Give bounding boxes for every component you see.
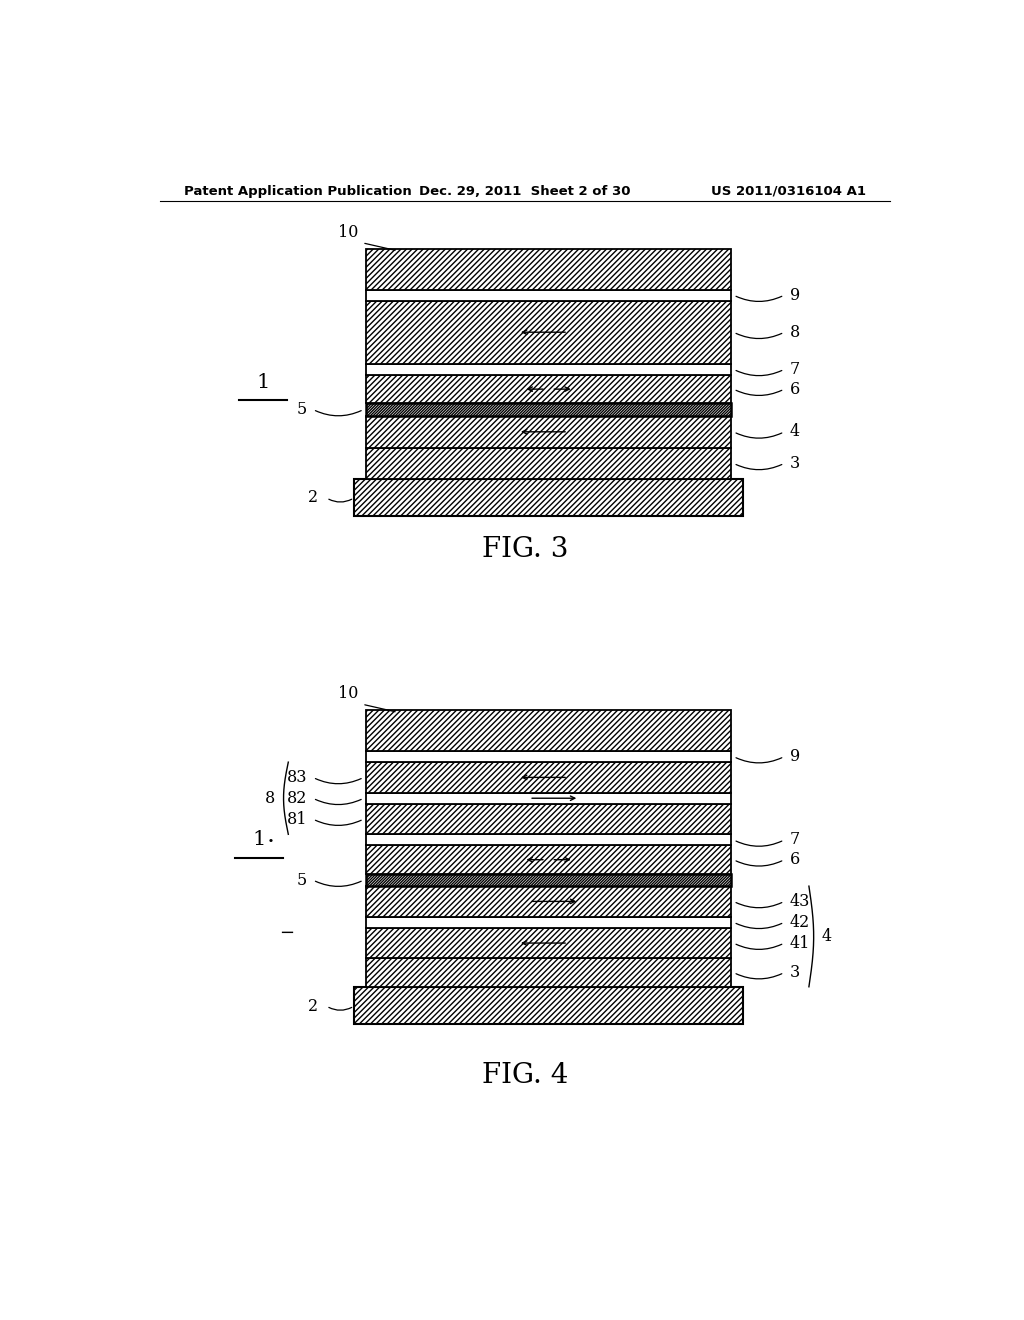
Text: 83: 83 xyxy=(287,768,307,785)
Text: 41: 41 xyxy=(790,935,810,952)
Text: 42: 42 xyxy=(790,913,810,931)
Text: 4: 4 xyxy=(790,424,800,441)
Text: 5: 5 xyxy=(297,401,307,418)
Text: 7: 7 xyxy=(790,832,800,849)
Text: 8: 8 xyxy=(265,789,275,807)
Bar xyxy=(367,762,731,792)
Text: 81: 81 xyxy=(287,810,307,828)
Text: 9: 9 xyxy=(790,748,800,766)
Text: 10: 10 xyxy=(338,223,358,240)
Bar xyxy=(367,792,731,804)
Bar xyxy=(367,804,731,834)
Bar xyxy=(367,404,731,416)
Text: 6: 6 xyxy=(790,380,800,397)
Bar xyxy=(367,364,731,375)
Text: FIG. 3: FIG. 3 xyxy=(481,536,568,564)
Text: 10: 10 xyxy=(338,685,358,702)
Bar xyxy=(367,886,731,916)
Bar xyxy=(354,479,743,516)
Text: 4: 4 xyxy=(821,928,831,945)
Text: 3: 3 xyxy=(790,455,800,471)
Bar xyxy=(367,416,731,447)
Bar xyxy=(367,375,731,404)
Text: .: . xyxy=(267,824,274,847)
Bar xyxy=(367,846,731,874)
Bar xyxy=(367,751,731,762)
Text: FIG. 4: FIG. 4 xyxy=(481,1061,568,1089)
Text: 9: 9 xyxy=(790,286,800,304)
Text: US 2011/0316104 A1: US 2011/0316104 A1 xyxy=(711,185,866,198)
Text: 5: 5 xyxy=(297,871,307,888)
Text: 82: 82 xyxy=(287,789,307,807)
Text: Dec. 29, 2011  Sheet 2 of 30: Dec. 29, 2011 Sheet 2 of 30 xyxy=(419,185,631,198)
Text: 2: 2 xyxy=(308,490,318,507)
Text: 43: 43 xyxy=(790,892,810,909)
Bar xyxy=(367,710,731,751)
Text: 2: 2 xyxy=(308,998,318,1015)
Bar xyxy=(367,249,731,289)
Bar xyxy=(367,928,731,958)
Text: 7: 7 xyxy=(790,360,800,378)
Bar xyxy=(367,447,731,479)
Bar xyxy=(367,958,731,987)
Text: 6: 6 xyxy=(790,851,800,869)
Text: Patent Application Publication: Patent Application Publication xyxy=(183,185,412,198)
Bar xyxy=(367,834,731,846)
Bar xyxy=(367,916,731,928)
Text: 1: 1 xyxy=(252,830,265,849)
Bar xyxy=(367,874,731,886)
Text: −: − xyxy=(280,924,294,942)
Bar xyxy=(354,987,743,1024)
Bar xyxy=(367,301,731,364)
Text: 3: 3 xyxy=(790,964,800,981)
Text: 8: 8 xyxy=(790,323,800,341)
Bar xyxy=(367,289,731,301)
Text: 1: 1 xyxy=(256,372,269,392)
